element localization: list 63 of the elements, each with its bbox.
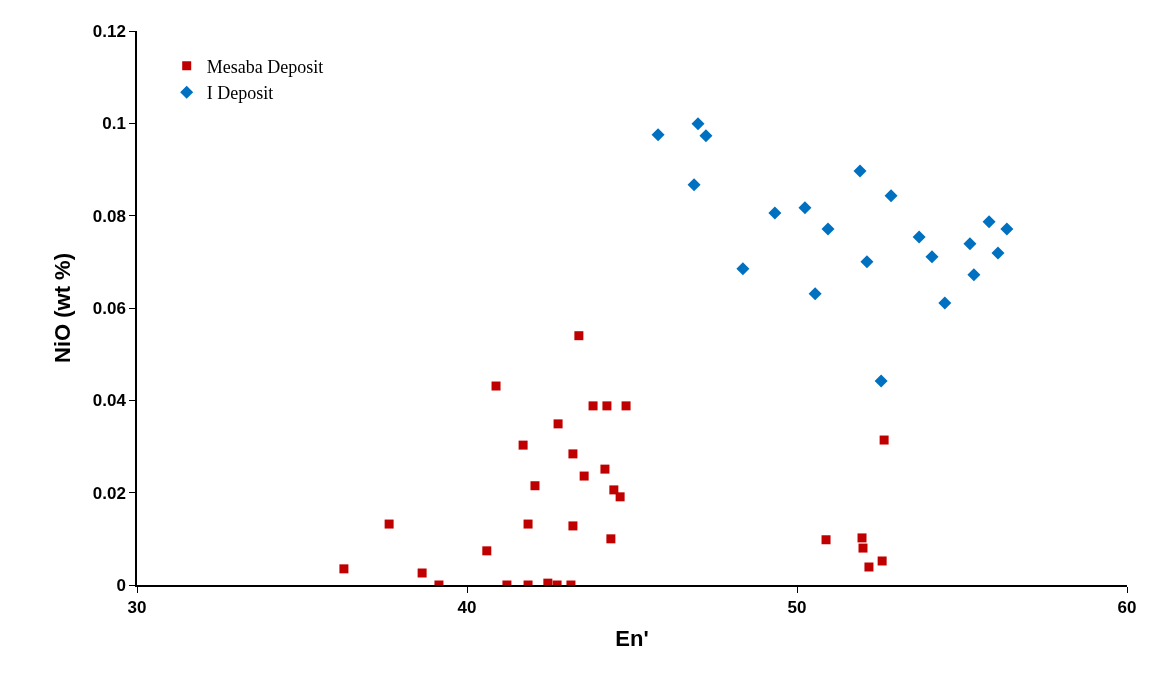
- point: [602, 401, 612, 411]
- point: [482, 546, 492, 556]
- point: [808, 287, 822, 301]
- point: [858, 543, 868, 553]
- y-tick-label: 0.12: [92, 21, 126, 41]
- point: [877, 556, 887, 566]
- point: [821, 535, 831, 545]
- point: [609, 485, 619, 495]
- point: [588, 401, 598, 411]
- y-tick-label: 0.06: [92, 298, 126, 318]
- point: [925, 250, 939, 264]
- point: [857, 533, 867, 543]
- point: [574, 331, 584, 341]
- x-tick-label: 60: [1117, 598, 1137, 618]
- point: [651, 128, 665, 142]
- point: [606, 534, 616, 544]
- point: [691, 117, 705, 131]
- point: [768, 206, 782, 220]
- point: [491, 381, 501, 391]
- point: [568, 521, 578, 531]
- point: [821, 222, 835, 236]
- point: [600, 464, 610, 474]
- point: [384, 519, 394, 529]
- point: [568, 449, 578, 459]
- point: [912, 230, 926, 244]
- point: [417, 568, 427, 578]
- point: [879, 435, 889, 445]
- point: [884, 189, 898, 203]
- point: [518, 440, 528, 450]
- point: [736, 262, 750, 276]
- point: [523, 519, 533, 529]
- point: [967, 268, 981, 282]
- y-tick-label: 0.08: [92, 206, 126, 226]
- y-tick-label: 0: [116, 575, 126, 595]
- point: [699, 129, 713, 143]
- x-tick-label: 50: [787, 598, 807, 618]
- point: [687, 178, 701, 192]
- point: [982, 215, 996, 229]
- point: [853, 164, 867, 178]
- y-tick-label: 0.1: [102, 114, 126, 134]
- y-tick-label: 0.02: [92, 483, 126, 503]
- x-axis-title: En': [615, 625, 649, 651]
- point: [860, 255, 874, 269]
- legend-label: Mesaba Deposit: [206, 56, 324, 77]
- point: [615, 492, 625, 502]
- point: [864, 562, 874, 572]
- point: [798, 201, 812, 215]
- x-tick-label: 40: [457, 598, 477, 618]
- point: [553, 419, 563, 429]
- x-tick-label: 30: [127, 598, 147, 618]
- point: [579, 471, 589, 481]
- y-axis-title: NiO (wt %): [50, 253, 76, 363]
- point: [543, 578, 553, 585]
- legend-label: I Deposit: [206, 83, 274, 104]
- point: [963, 237, 977, 251]
- point: [530, 481, 540, 491]
- point: [339, 564, 349, 574]
- y-tick-label: 0.04: [92, 391, 127, 411]
- point: [621, 401, 631, 411]
- point: [1000, 222, 1014, 236]
- point: [991, 246, 1005, 260]
- point: [874, 374, 888, 388]
- point: [938, 296, 952, 310]
